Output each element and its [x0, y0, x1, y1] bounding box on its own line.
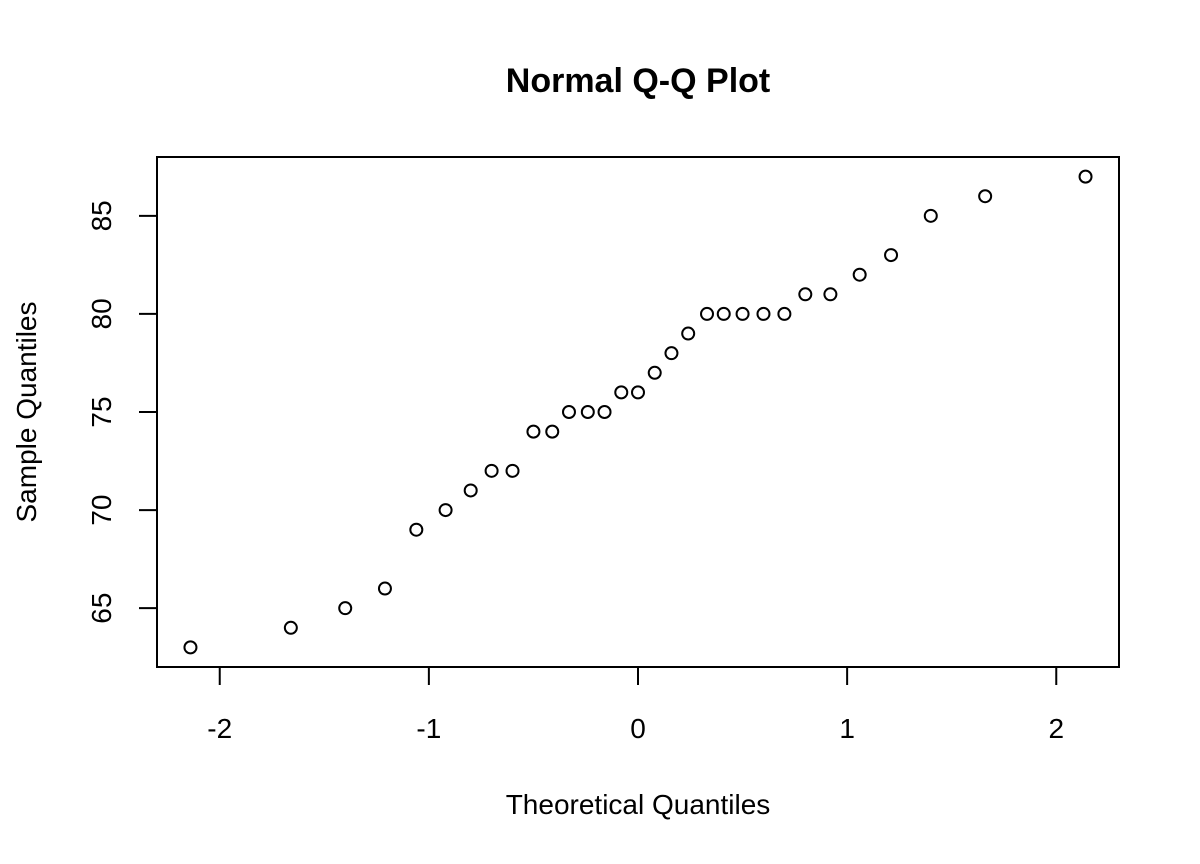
chart-title: Normal Q-Q Plot [506, 62, 770, 100]
data-point [777, 306, 792, 321]
data-point [798, 287, 813, 302]
data-points [183, 169, 1093, 655]
plot-area-frame [156, 156, 1120, 668]
x-axis: -2 -1 0 1 2 [207, 666, 1064, 744]
data-point [664, 346, 679, 361]
data-point [978, 189, 993, 204]
data-point [526, 424, 541, 439]
data-point [1078, 169, 1093, 184]
data-point [438, 503, 453, 518]
data-point [597, 405, 612, 419]
data-point [614, 385, 629, 400]
x-tick-label: -1 [416, 713, 441, 744]
data-point [505, 463, 520, 478]
data-point [647, 365, 662, 380]
data-point [409, 522, 424, 537]
y-axis-label: Sample Quantiles [11, 301, 42, 522]
data-point [377, 581, 392, 596]
y-tick-label: 70 [86, 494, 117, 525]
data-point [484, 463, 499, 478]
data-point [463, 483, 478, 498]
data-point [681, 326, 696, 341]
data-point [580, 405, 595, 419]
y-tick-label: 85 [86, 200, 117, 231]
y-tick-label: 65 [86, 593, 117, 624]
data-point [756, 306, 771, 321]
x-axis-label: Theoretical Quantiles [506, 789, 771, 820]
y-axis: 65 70 75 80 85 [86, 200, 158, 624]
data-point [700, 306, 715, 321]
data-point [852, 267, 867, 282]
data-point [545, 424, 560, 439]
y-tick-label: 75 [86, 396, 117, 427]
x-tick-label: 0 [630, 713, 646, 744]
data-point [923, 208, 938, 223]
data-point [884, 248, 899, 263]
x-tick-label: 2 [1048, 713, 1064, 744]
data-point [823, 287, 838, 302]
data-point [631, 385, 645, 400]
data-point [338, 601, 353, 616]
x-tick-label: -2 [207, 713, 232, 744]
data-point [716, 306, 731, 321]
y-tick-label: 80 [86, 298, 117, 329]
data-point [735, 306, 750, 321]
data-point [183, 640, 198, 655]
data-point [561, 405, 576, 419]
x-tick-label: 1 [839, 713, 855, 744]
data-point [283, 620, 298, 635]
